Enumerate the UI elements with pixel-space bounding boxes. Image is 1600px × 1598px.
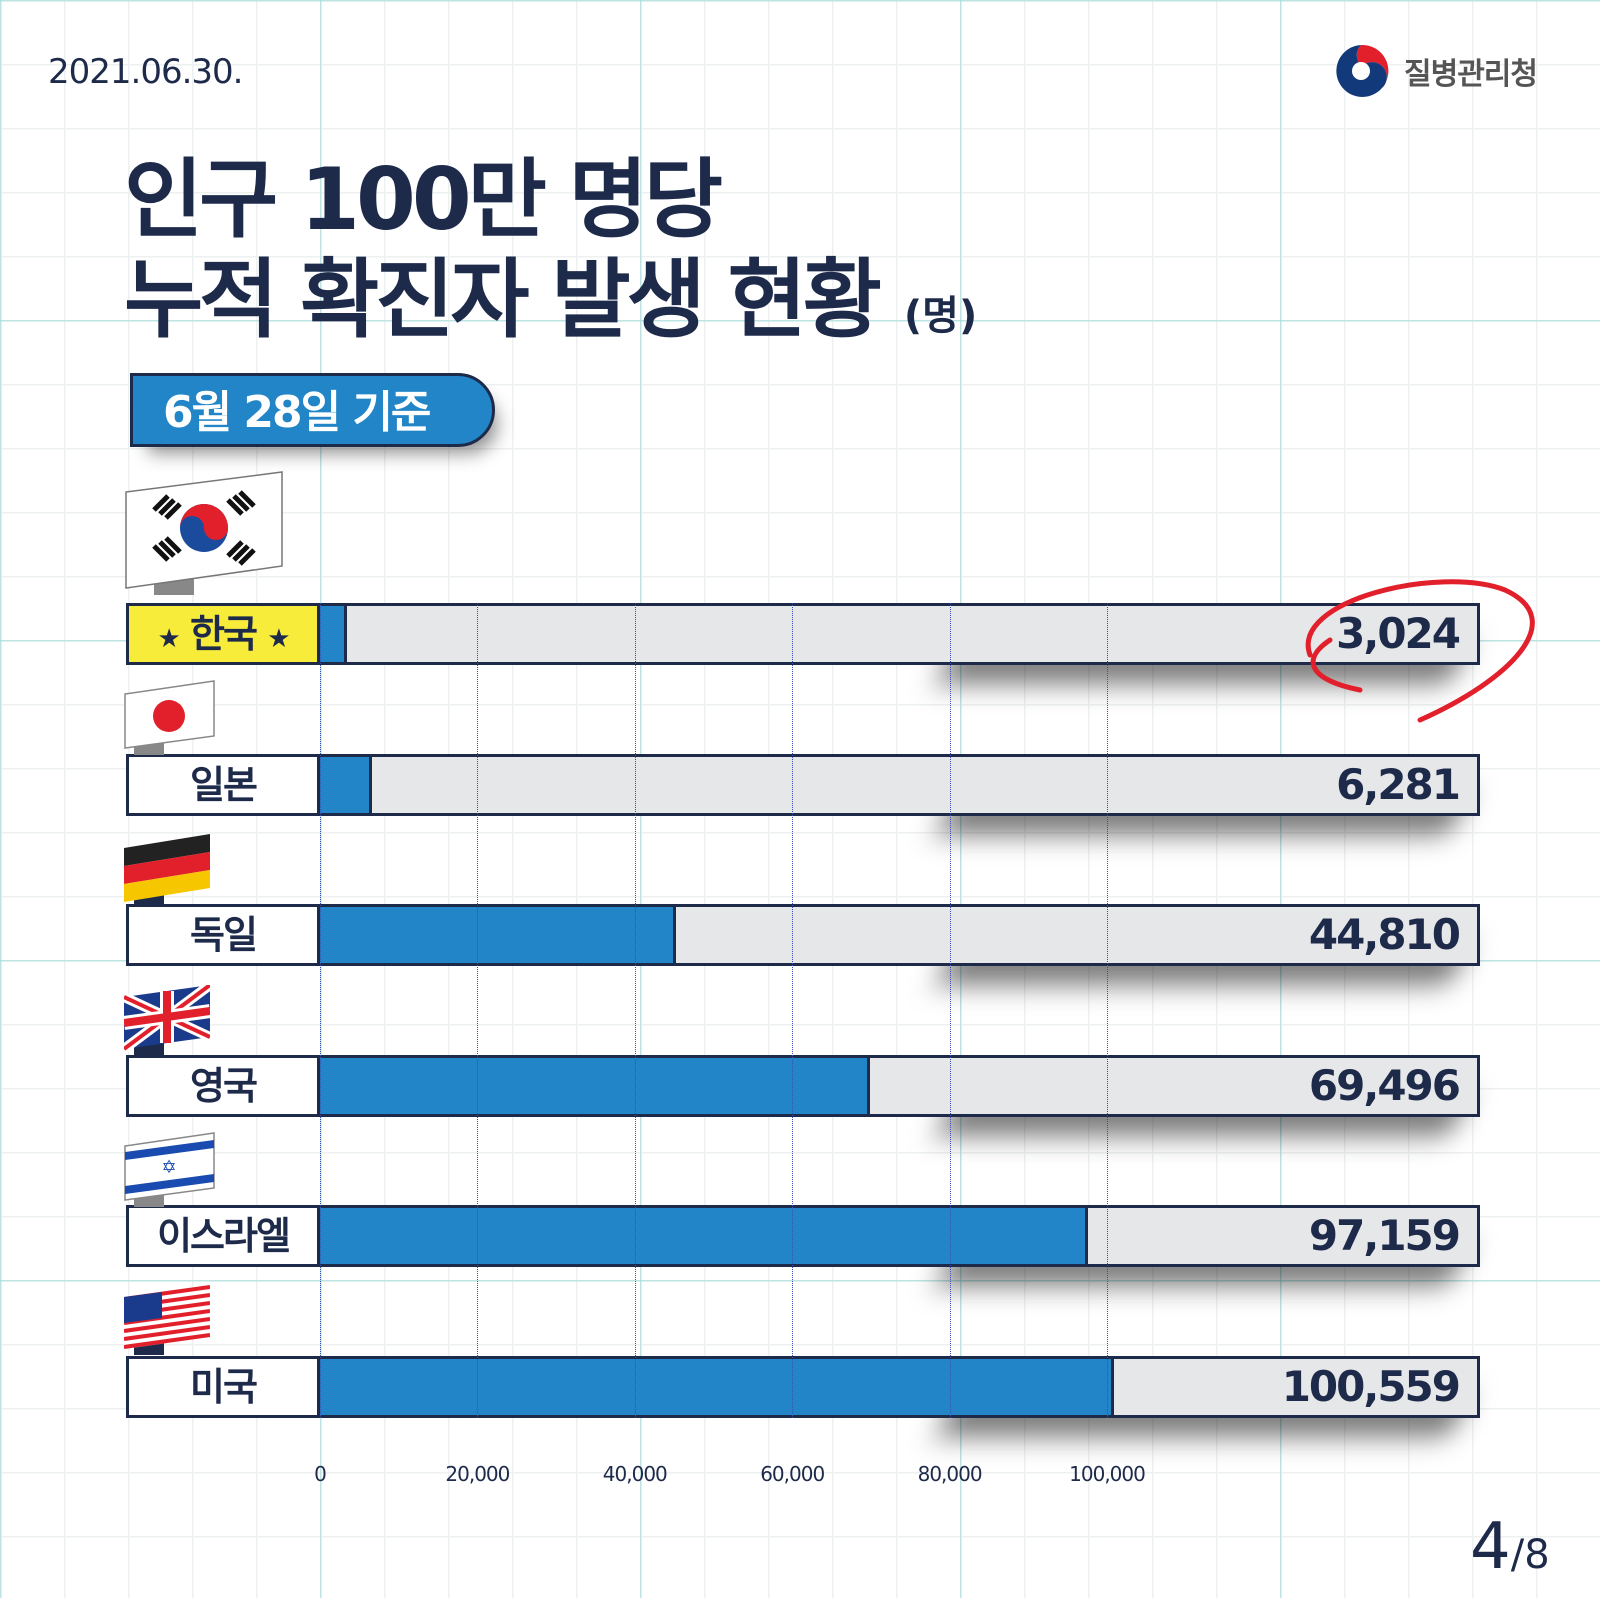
category-name: 영국 bbox=[190, 1063, 258, 1108]
bar-track: 44,810 bbox=[320, 904, 1480, 966]
unit-label: (명) bbox=[903, 293, 978, 339]
svg-text:✡: ✡ bbox=[161, 1157, 176, 1178]
x-tick-label: 80,000 bbox=[917, 1462, 983, 1486]
category-name: 일본 bbox=[190, 762, 258, 807]
star-icon: ★ bbox=[157, 624, 180, 654]
korea-flag-icon bbox=[125, 471, 283, 595]
bar-row: 100,559 미국 bbox=[126, 1355, 1480, 1436]
org-name: 질병관리청 bbox=[1404, 57, 1538, 92]
gridline bbox=[477, 603, 479, 1418]
germany-flag-icon bbox=[124, 834, 210, 904]
bar bbox=[320, 1057, 870, 1114]
bar-track: 69,496 bbox=[320, 1054, 1480, 1117]
page-title: 인구 100만 명당 누적 확진자 발생 현황 (명) bbox=[124, 150, 977, 366]
bar-value-label: 100,559 bbox=[1281, 1361, 1461, 1411]
uk-flag-icon bbox=[124, 985, 210, 1055]
gridline bbox=[1107, 603, 1108, 1418]
page-current: 4 bbox=[1470, 1510, 1511, 1584]
bar-value-label: 97,159 bbox=[1308, 1211, 1461, 1260]
category-label: 영국 bbox=[126, 1054, 320, 1117]
bar-row: 6,281 일본 bbox=[126, 753, 1480, 834]
bar-row: 44,810 독일 bbox=[126, 904, 1480, 984]
israel-flag-icon: ✡ bbox=[124, 1132, 215, 1207]
category-name: 한국 bbox=[190, 612, 258, 656]
bar bbox=[320, 1208, 1088, 1264]
page-indicator: 4/8 bbox=[1470, 1510, 1550, 1584]
bar-row: 69,496 영국 bbox=[126, 1054, 1480, 1135]
category-name: 미국 bbox=[190, 1364, 258, 1409]
basis-date-badge: 6월 28일 기준 bbox=[130, 373, 495, 447]
highlight-circle bbox=[1305, 579, 1535, 723]
bar-track: 6,281 bbox=[320, 753, 1480, 816]
page-total: /8 bbox=[1510, 1532, 1550, 1578]
title-line-1: 인구 100만 명당 bbox=[124, 150, 723, 250]
category-label: 독일 bbox=[126, 904, 320, 966]
category-label: 이스라엘 bbox=[126, 1205, 320, 1267]
x-tick-label: 20,000 bbox=[445, 1462, 510, 1486]
kdca-logo: 질병관리청 bbox=[1332, 42, 1538, 100]
bar-value-label: 3,024 bbox=[1336, 609, 1461, 658]
category-name: 이스라엘 bbox=[157, 1214, 291, 1258]
bar bbox=[320, 1358, 1115, 1415]
x-tick-label: 0 bbox=[314, 1462, 327, 1486]
usa-flag-icon bbox=[124, 1285, 210, 1355]
bar-value-label: 6,281 bbox=[1336, 759, 1461, 809]
category-label: 일본 bbox=[126, 753, 320, 816]
x-tick-label: 60,000 bbox=[760, 1462, 825, 1486]
bar-track: 3,024 bbox=[320, 603, 1480, 665]
bar-value-label: 44,810 bbox=[1308, 910, 1461, 959]
bar bbox=[320, 907, 676, 963]
bar-row: 97,159 이스라엘 bbox=[126, 1205, 1480, 1285]
category-name: 독일 bbox=[190, 913, 258, 957]
star-icon: ★ bbox=[267, 624, 290, 654]
x-tick-label: 40,000 bbox=[602, 1462, 668, 1486]
gridline bbox=[320, 603, 321, 1418]
bar bbox=[320, 756, 373, 813]
gridline bbox=[792, 603, 794, 1418]
gridline bbox=[949, 603, 951, 1418]
bar-value-label: 69,496 bbox=[1308, 1060, 1461, 1110]
bar-track: 100,559 bbox=[320, 1355, 1480, 1418]
date: 2021.06.30. bbox=[48, 52, 243, 92]
japan-flag-icon bbox=[124, 680, 215, 755]
category-label: ★ 한국 ★ bbox=[126, 603, 320, 665]
bar-track: 97,159 bbox=[320, 1205, 1480, 1267]
bar bbox=[320, 606, 347, 662]
taegeuk-logo-icon bbox=[1336, 44, 1389, 97]
title-line-2: 누적 확진자 발생 현황 bbox=[124, 250, 882, 350]
bar-row: 3,024 ★ 한국 ★ bbox=[126, 603, 1480, 683]
category-label: 미국 bbox=[126, 1355, 320, 1418]
gridline bbox=[634, 603, 636, 1418]
x-tick-label: 100,000 bbox=[1069, 1462, 1146, 1486]
